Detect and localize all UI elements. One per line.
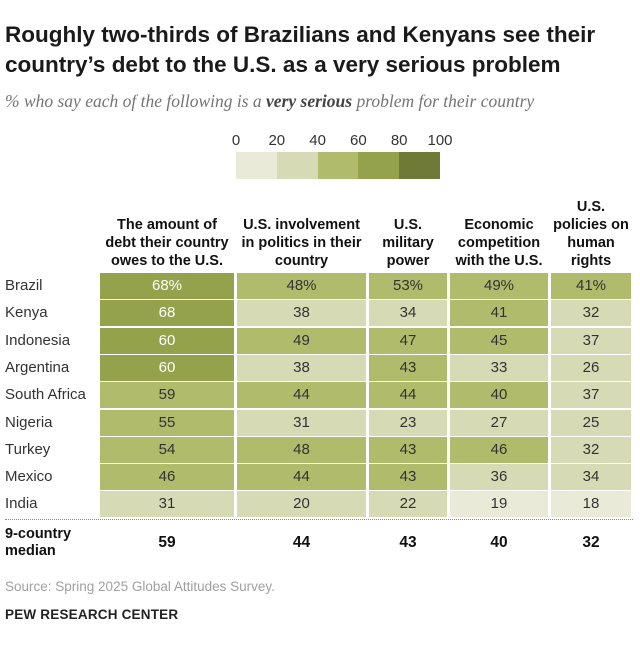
heatmap-cell: 49 (237, 327, 366, 354)
legend-tick-40: 40 (309, 132, 326, 149)
heatmap-cell: 41% (551, 273, 631, 299)
heatmap-cell: 48% (237, 273, 366, 299)
heatmap-cell: 32 (551, 300, 631, 327)
heatmap-cell: 43 (369, 354, 447, 381)
heatmap-cell: 44 (369, 382, 447, 409)
heatmap-cell: 33 (450, 354, 548, 381)
row-label-india: India (5, 495, 38, 513)
heatmap-cell: 31 (237, 409, 366, 436)
source-note: Source: Spring 2025 Global Attitudes Sur… (5, 579, 275, 594)
subtitle-emphasis: very serious (266, 91, 353, 111)
heatmap-cell: 43 (369, 436, 447, 463)
heatmap-cell: 25 (551, 409, 631, 436)
legend-tick-80: 80 (390, 132, 408, 149)
row-label-brazil: Brazil (5, 277, 43, 294)
legend-tick-100: 100 (427, 132, 453, 149)
column-header-2: U.S. military power (382, 217, 434, 269)
heatmap-cell: 36 (450, 464, 548, 491)
legend-swatch-4 (399, 152, 441, 179)
column-header-3: Economic competition with the U.S. (455, 217, 543, 269)
row-label-south-africa: South Africa (5, 386, 86, 404)
heatmap-cell: 34 (369, 300, 447, 327)
row-label-argentina: Argentina (5, 358, 70, 376)
legend-tick-60: 60 (350, 132, 367, 149)
heatmap-cell: 19 (450, 491, 548, 518)
heatmap-cell: 31 (100, 491, 234, 518)
heatmap-cell: 48 (237, 436, 366, 463)
row-label-nigeria: Nigeria (5, 413, 53, 431)
median-value: 59 (158, 534, 176, 551)
legend-swatch-0 (236, 152, 278, 179)
heatmap-cell: 20 (237, 491, 366, 518)
heatmap-cell: 47 (369, 327, 447, 354)
heatmap-cell: 32 (551, 436, 631, 463)
subtitle-text-before: % who say each of the following is a (5, 91, 267, 111)
heatmap-cell: 41 (450, 300, 548, 327)
heatmap-cell: 60 (100, 354, 234, 381)
heatmap-cell: 38 (237, 300, 366, 327)
legend-tick-20: 20 (268, 132, 286, 149)
row-label-indonesia: Indonesia (5, 331, 71, 349)
heatmap-cell: 53% (369, 273, 447, 299)
credit-line: PEW RESEARCH CENTER (5, 607, 179, 622)
row-label-turkey: Turkey (5, 440, 51, 458)
heatmap-cell: 49% (450, 273, 548, 299)
column-header-0: The amount of debt their country owes to… (105, 217, 229, 269)
heatmap-cell: 46 (100, 464, 234, 491)
heatmap-cell: 26 (551, 354, 631, 381)
heatmap-cell: 27 (450, 409, 548, 436)
heatmap-cell: 23 (369, 409, 447, 436)
legend-tick-0: 0 (231, 132, 241, 149)
median-value: 43 (399, 534, 417, 551)
heatmap-cell: 22 (369, 491, 447, 518)
color-legend: 0 20 40 60 80 100 (232, 132, 453, 180)
heatmap-cell: 54 (100, 436, 234, 463)
legend-swatch-2 (317, 152, 359, 179)
heatmap-cell: 46 (450, 436, 548, 463)
column-header-4: U.S. policies on human rights (553, 199, 629, 269)
heatmap-cell: 60 (100, 327, 234, 354)
column-header-1: U.S. involvement in politics in their co… (241, 217, 362, 269)
heatmap-cell: 59 (100, 382, 234, 409)
heatmap-cell: 37 (551, 382, 631, 409)
chart-title: Roughly two-thirds of Brazilians and Ken… (5, 22, 596, 77)
heatmap-cell: 38 (237, 354, 366, 381)
median-divider (5, 519, 633, 520)
heatmap-cell: 44 (237, 464, 366, 491)
median-value: 44 (292, 534, 311, 551)
heatmap-cell: 55 (100, 409, 234, 436)
row-label-kenya: Kenya (5, 304, 48, 322)
heatmap-cell: 44 (237, 382, 366, 409)
median-value: 40 (490, 534, 508, 551)
heatmap-cell: 45 (450, 327, 548, 354)
heatmap-cell: 34 (551, 464, 631, 491)
subtitle-text-after: problem for their country (352, 91, 535, 111)
heatmap-cell: 37 (551, 327, 631, 354)
chart-subtitle: % who say each of the following is a ver… (5, 91, 534, 112)
heatmap-cell: 68% (100, 273, 234, 299)
heatmap-cell: 43 (369, 464, 447, 491)
median-value: 32 (582, 534, 600, 551)
median-row-label: 9-country median (5, 526, 72, 559)
heatmap-cell: 40 (450, 382, 548, 409)
heatmap-cell: 18 (551, 491, 631, 518)
heatmap-cell: 68 (100, 300, 234, 327)
legend-swatch-1 (276, 152, 319, 179)
row-label-mexico: Mexico (5, 468, 53, 486)
legend-swatch-3 (358, 152, 400, 179)
